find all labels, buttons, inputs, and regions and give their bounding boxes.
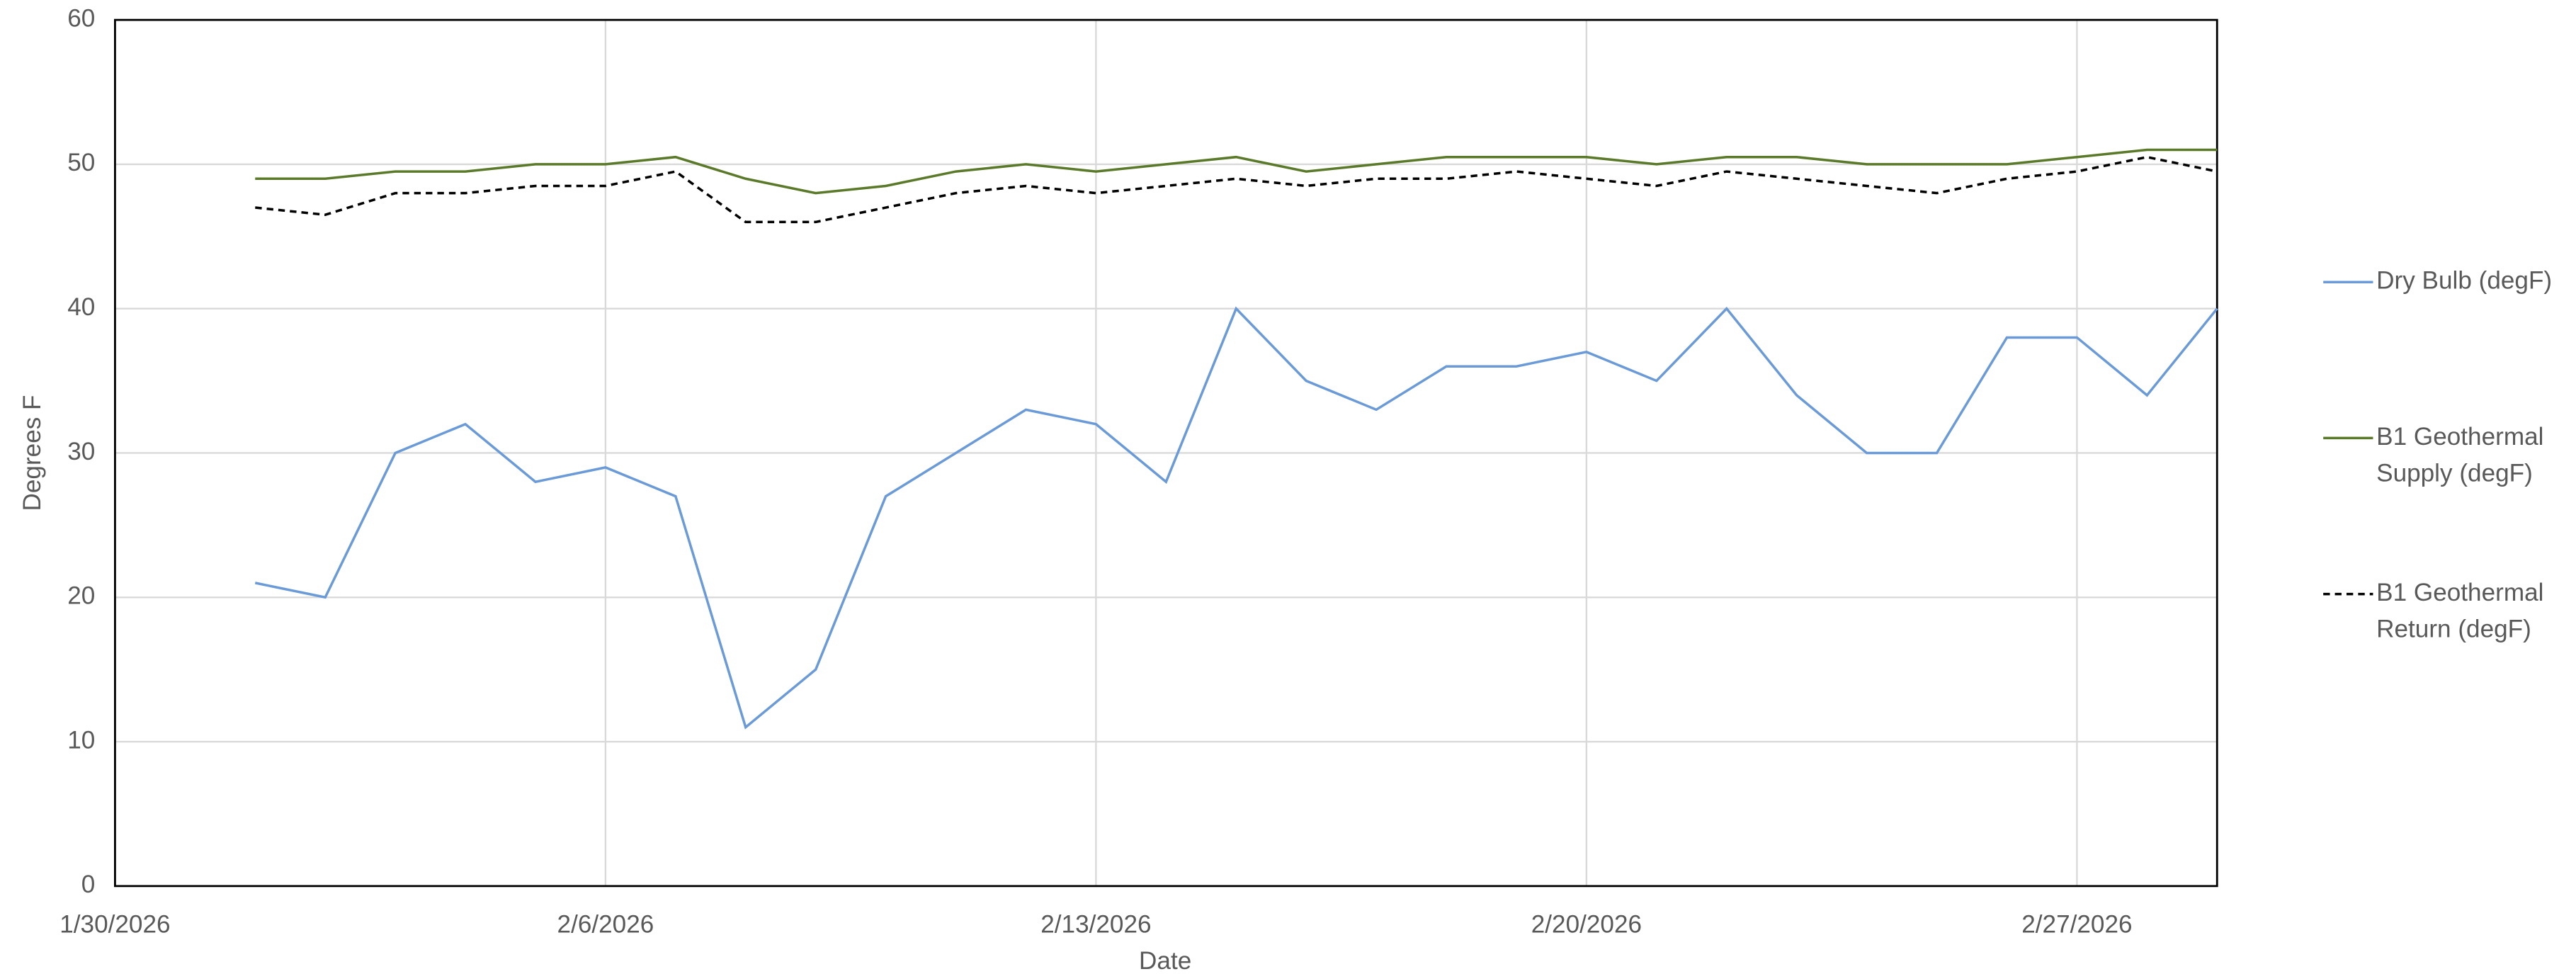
y-tick-label: 60 [67, 4, 95, 32]
series-line [255, 155, 2218, 224]
legend-entry: Dry Bulb (degF) [2376, 267, 2553, 295]
x-tick-label: 2/20/2026 [1531, 910, 1642, 938]
legend-label: B1 Geothermal Return (degF) [2376, 579, 2544, 644]
x-tick-label: 1/30/2026 [59, 910, 170, 938]
plot-border [114, 18, 2218, 888]
x-tick-label: 2/13/2026 [1040, 910, 1151, 938]
y-tick-label: 40 [67, 293, 95, 321]
series-line [255, 148, 2218, 195]
y-tick-label: 50 [67, 149, 95, 176]
legend-entry: B1 Geothermal Return (degF) [2376, 579, 2544, 644]
y-tick-label: 0 [81, 871, 96, 898]
legend-label: Dry Bulb (degF) [2376, 267, 2553, 295]
y-tick-label: 20 [67, 582, 95, 610]
y-axis-title: Degrees F [18, 395, 46, 511]
legend-entry: B1 Geothermal Supply (degF) [2376, 423, 2544, 488]
series-line [254, 306, 2218, 730]
y-tick-label: 10 [67, 726, 95, 754]
x-axis-title: Date [1139, 947, 1191, 974]
x-tick-label: 2/27/2026 [2021, 910, 2132, 938]
y-tick-label: 30 [67, 438, 95, 465]
x-tick-label: 2/6/2026 [557, 910, 654, 938]
legend-label: B1 Geothermal Supply (degF) [2376, 423, 2544, 488]
